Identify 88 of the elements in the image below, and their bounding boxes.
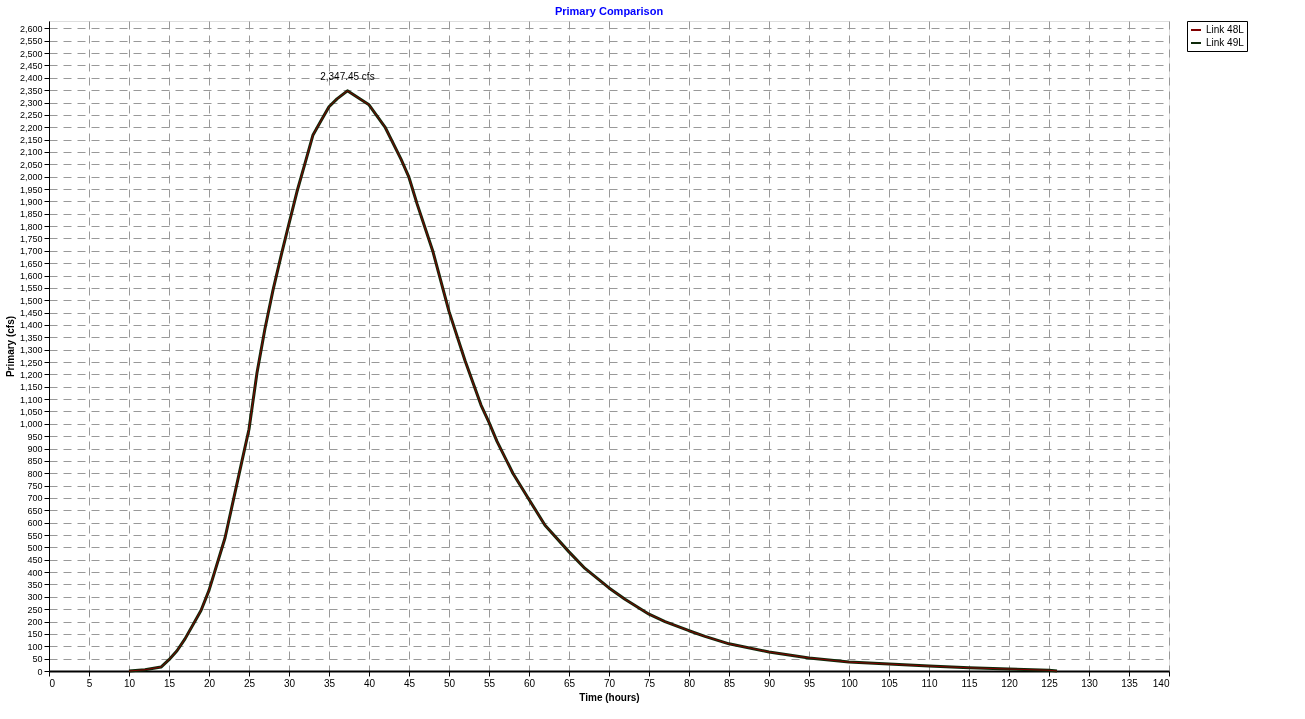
y-tick-label: 1,700 xyxy=(19,246,43,257)
y-tick-label: 250 xyxy=(27,604,43,615)
y-tick-label: 200 xyxy=(27,617,43,628)
y-tick-label: 2,350 xyxy=(19,85,43,96)
x-tick-label: 0 xyxy=(49,677,56,689)
y-tick-label: 1,300 xyxy=(19,345,43,356)
y-tick-label: 2,500 xyxy=(19,48,43,59)
y-tick-label: 1,450 xyxy=(19,308,43,319)
x-tick-label: 135 xyxy=(1121,677,1139,689)
x-tick-label: 75 xyxy=(643,677,656,689)
y-tick-label: 1,500 xyxy=(19,295,43,306)
x-tick-label: 80 xyxy=(683,677,696,689)
x-tick-label: 30 xyxy=(283,677,296,689)
x-tick-label: 115 xyxy=(961,677,978,689)
y-tick-label: 1,750 xyxy=(19,233,43,244)
y-tick-label: 150 xyxy=(27,629,43,640)
y-tick-label: 2,450 xyxy=(19,60,43,71)
y-tick-label: 2,400 xyxy=(19,73,43,84)
x-tick-label: 5 xyxy=(86,677,93,689)
x-tick-label: 55 xyxy=(483,677,496,689)
y-tick-label: 1,600 xyxy=(19,271,43,282)
x-tick-label: 10 xyxy=(123,677,136,689)
y-tick-label: 2,250 xyxy=(19,110,43,121)
x-tick-label: 100 xyxy=(841,677,859,689)
legend-label: Link 48L xyxy=(1206,24,1245,35)
x-tick-label: 35 xyxy=(323,677,336,689)
y-tick-label: 2,150 xyxy=(19,135,43,146)
x-axis-title: Time (hours) xyxy=(579,691,640,703)
y-tick-label: 1,250 xyxy=(19,357,43,368)
y-tick-label: 850 xyxy=(27,456,43,467)
x-tick-label: 65 xyxy=(563,677,576,689)
y-tick-label: 1,100 xyxy=(19,394,43,405)
x-tick-label: 25 xyxy=(243,677,256,689)
y-tick-label: 750 xyxy=(27,481,43,492)
legend-label: Link 49L xyxy=(1206,37,1245,48)
y-tick-label: 50 xyxy=(32,654,43,665)
y-tick-label: 700 xyxy=(27,493,43,504)
y-tick-label: 400 xyxy=(27,567,43,578)
x-tick-label: 15 xyxy=(163,677,176,689)
y-tick-label: 350 xyxy=(27,580,43,590)
x-tick-label: 85 xyxy=(723,677,736,689)
y-tick-label: 950 xyxy=(27,431,43,442)
y-tick-label: 1,150 xyxy=(19,382,43,393)
y-tick-label: 550 xyxy=(27,530,43,541)
x-tick-label: 130 xyxy=(1081,677,1099,689)
y-tick-label: 1,000 xyxy=(19,419,43,430)
y-tick-label: 1,950 xyxy=(19,184,43,195)
y-tick-label: 0 xyxy=(37,666,43,677)
y-tick-label: 2,050 xyxy=(19,159,43,170)
x-tick-label: 120 xyxy=(1001,677,1019,689)
x-tick-label: 60 xyxy=(523,677,536,689)
y-tick-label: 2,200 xyxy=(19,122,43,133)
y-tick-label: 100 xyxy=(27,641,43,652)
y-tick-label: 1,400 xyxy=(19,320,43,331)
x-tick-label: 70 xyxy=(603,677,616,689)
y-tick-label: 2,600 xyxy=(19,23,43,34)
y-tick-label: 2,000 xyxy=(19,172,43,183)
annotation: 2,347.45 cfs xyxy=(320,70,375,82)
y-tick-label: 500 xyxy=(27,542,43,553)
y-tick-label: 1,900 xyxy=(19,196,43,207)
y-tick-label: 1,650 xyxy=(19,258,43,269)
y-tick-label: 1,200 xyxy=(19,369,43,380)
x-tick-label: 95 xyxy=(803,677,816,689)
y-tick-label: 2,550 xyxy=(19,36,43,47)
x-tick-label: 40 xyxy=(363,677,376,689)
y-tick-label: 1,350 xyxy=(19,332,43,343)
y-tick-label: 600 xyxy=(27,518,43,529)
y-tick-label: 300 xyxy=(27,592,43,603)
y-tick-label: 1,850 xyxy=(19,209,43,220)
x-tick-label: 140 xyxy=(1152,677,1170,689)
y-tick-label: 1,550 xyxy=(19,283,43,294)
x-tick-label: 20 xyxy=(203,677,216,689)
y-tick-label: 450 xyxy=(27,555,43,566)
x-tick-label: 45 xyxy=(403,677,416,689)
y-tick-label: 650 xyxy=(27,505,43,516)
y-tick-label: 1,800 xyxy=(19,221,43,232)
x-tick-label: 50 xyxy=(443,677,456,689)
chart-title: Primary Comparison xyxy=(554,4,664,17)
x-tick-label: 90 xyxy=(763,677,776,689)
x-tick-label: 105 xyxy=(881,677,899,689)
y-tick-label: 800 xyxy=(27,468,43,479)
y-tick-label: 2,100 xyxy=(19,147,43,158)
y-tick-label: 1,050 xyxy=(19,406,43,417)
y-axis-title: Primary (cfs) xyxy=(4,315,16,378)
x-tick-label: 110 xyxy=(921,677,938,689)
x-tick-label: 125 xyxy=(1041,677,1059,689)
y-tick-label: 2,300 xyxy=(19,98,43,109)
y-tick-label: 900 xyxy=(27,444,43,455)
